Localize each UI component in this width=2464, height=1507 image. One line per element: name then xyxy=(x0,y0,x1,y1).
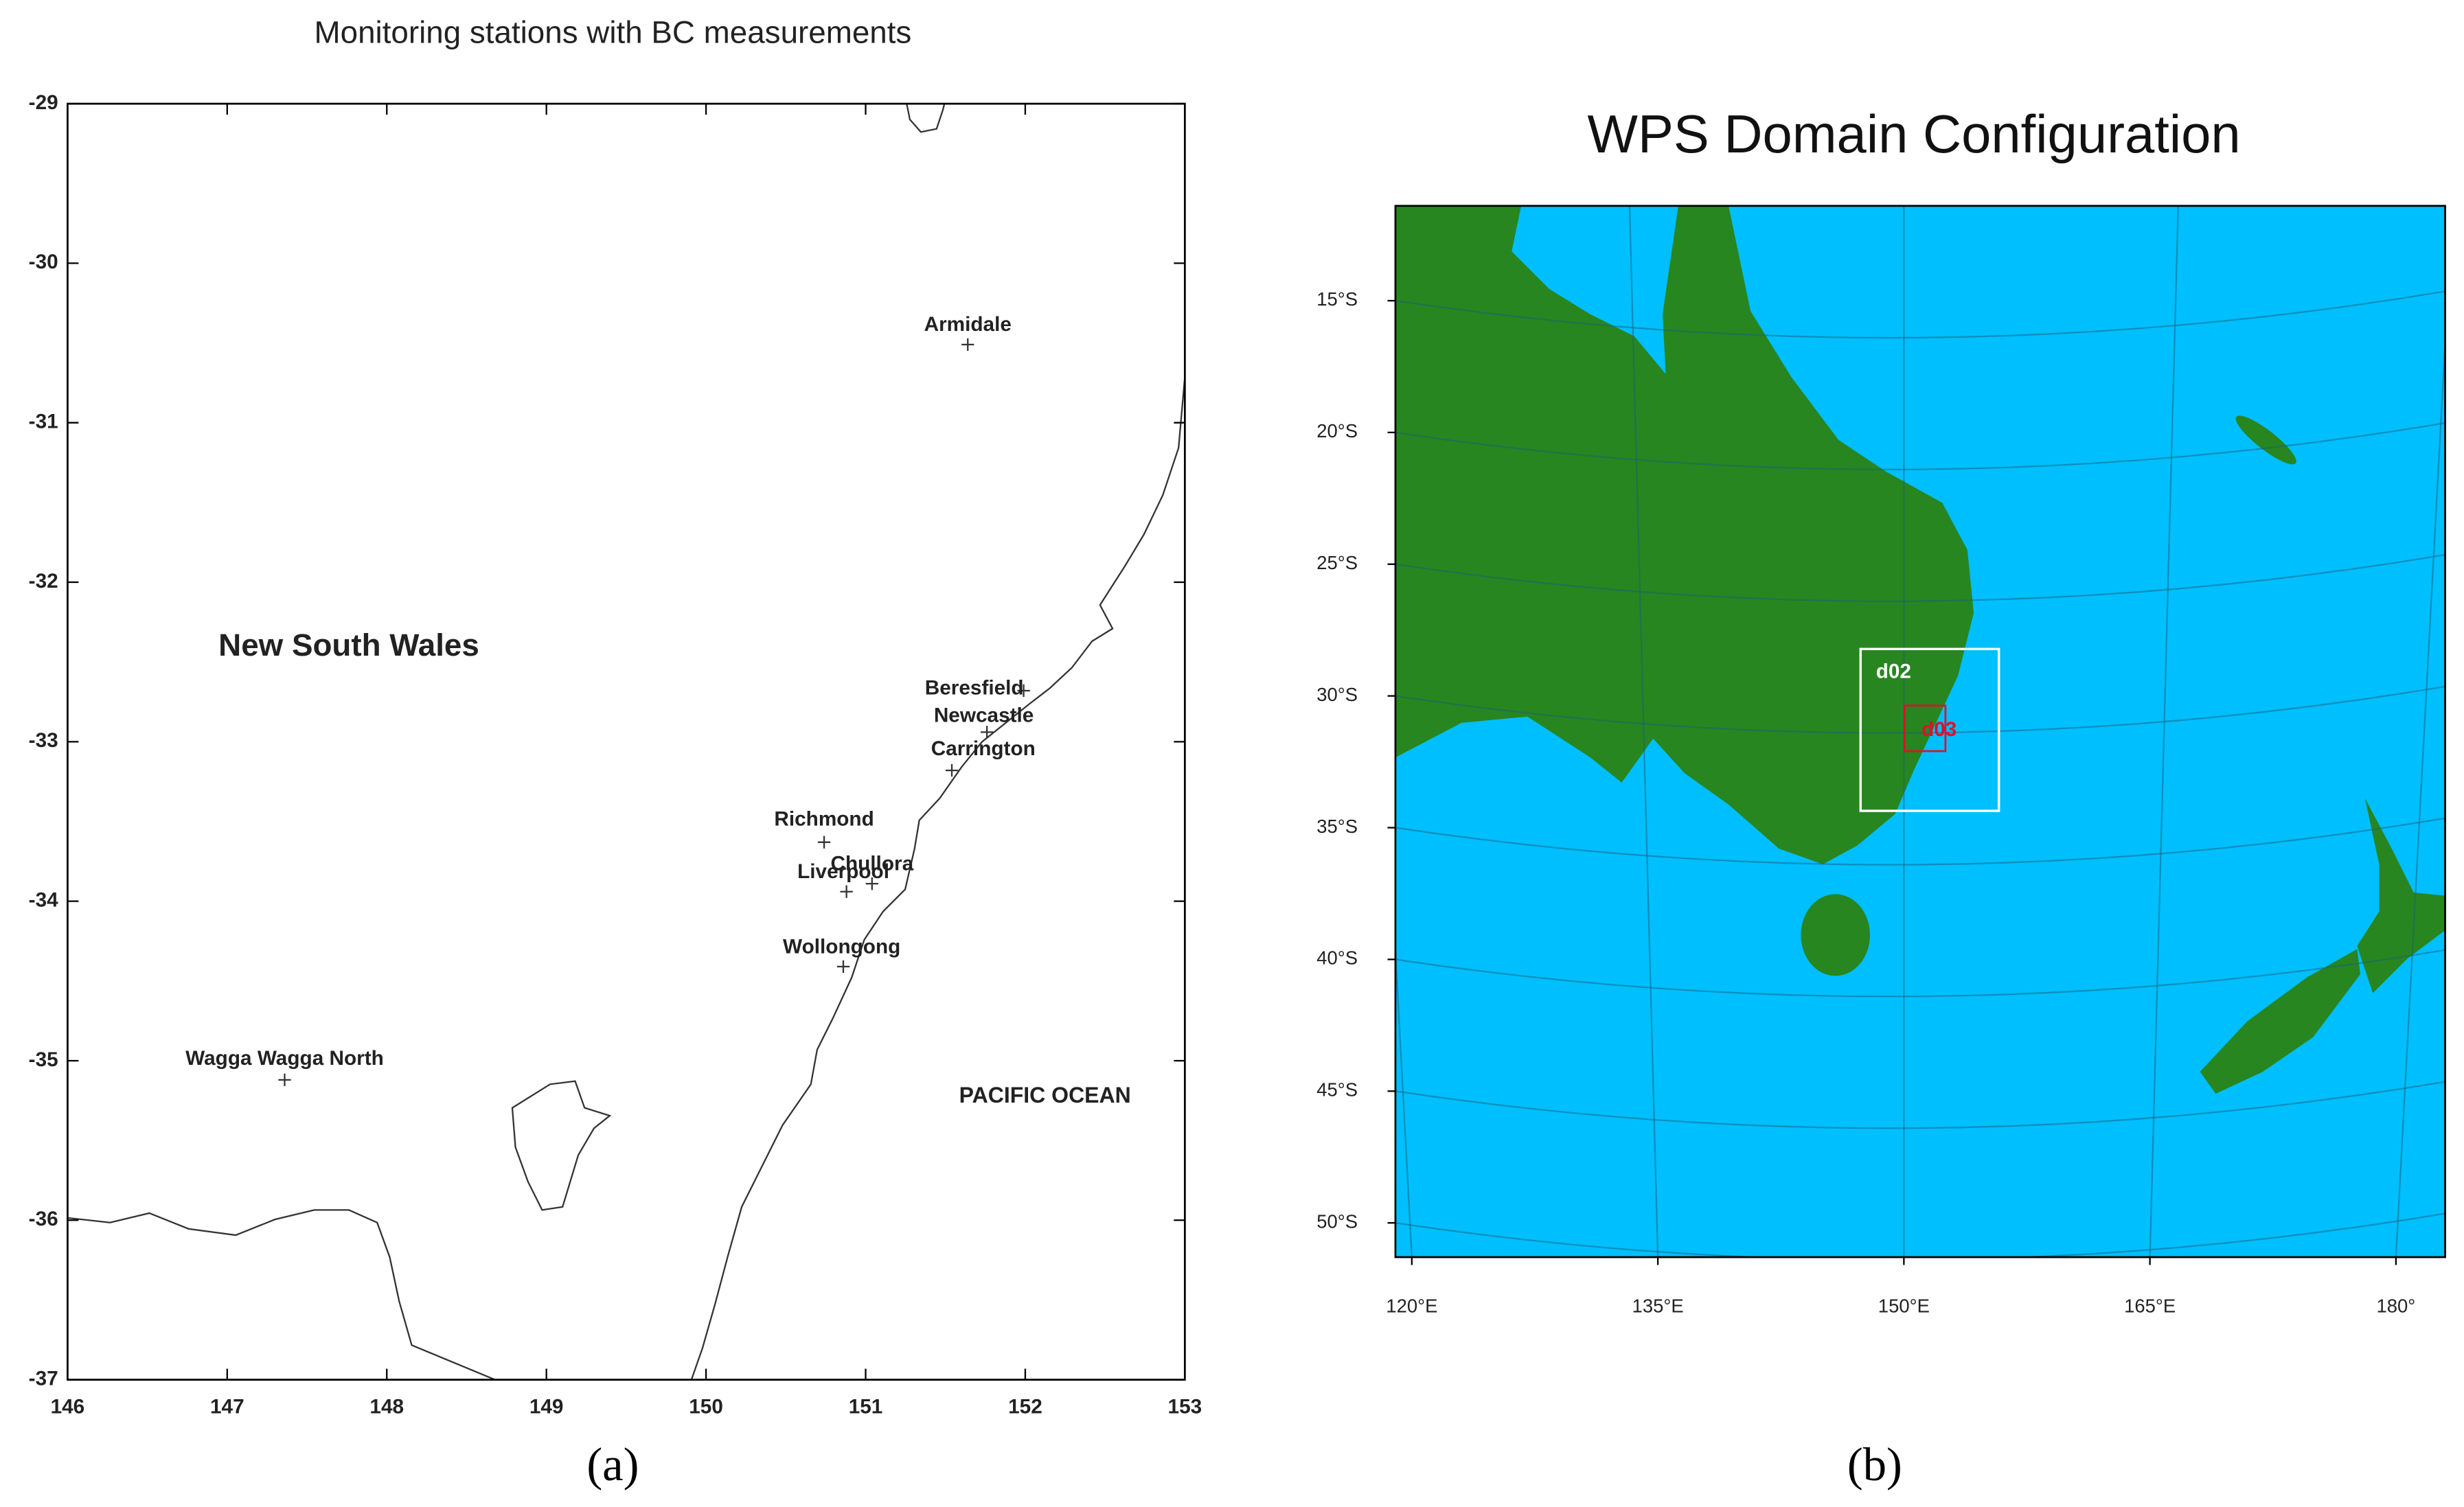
y-tick-label: -33 xyxy=(29,729,58,752)
y-tick-label: -31 xyxy=(29,411,58,433)
station-label: Chullora xyxy=(830,852,913,875)
domain-box xyxy=(1859,647,2000,812)
x-tick-label: 148 xyxy=(369,1396,404,1418)
x-tick-label: 165°E xyxy=(2124,1296,2176,1317)
station-marker xyxy=(836,960,850,974)
y-tick-label: -32 xyxy=(29,570,58,593)
x-tick-label: 150 xyxy=(689,1396,723,1418)
y-tick-label: -29 xyxy=(29,91,58,114)
y-tick-label: 50°S xyxy=(1316,1210,1358,1232)
y-tick-label: -37 xyxy=(29,1367,58,1390)
grid-line xyxy=(1395,949,2445,998)
domain-label: d03 xyxy=(1921,718,1957,741)
x-tick-label: 151 xyxy=(849,1396,883,1418)
station-marker xyxy=(980,726,994,739)
domain-box xyxy=(1904,704,1947,752)
station-label: Carrington xyxy=(931,737,1036,760)
x-tick-label: 153 xyxy=(1168,1396,1202,1418)
station-label: Wagga Wagga North xyxy=(185,1047,384,1070)
y-tick-label: -34 xyxy=(29,889,58,912)
coastline xyxy=(690,377,1186,1380)
grid-line xyxy=(1628,205,1659,1258)
domain-label: d02 xyxy=(1876,660,1911,682)
new-zealand xyxy=(2200,949,2360,1094)
station-marker xyxy=(865,877,878,890)
y-tick-label: 20°S xyxy=(1316,420,1358,441)
station-marker xyxy=(1017,684,1030,698)
y-tick-label: 45°S xyxy=(1316,1079,1358,1101)
grid-line xyxy=(1395,1212,2445,1258)
grid-line xyxy=(2149,205,2179,1258)
station-marker xyxy=(840,885,853,898)
x-tick-label: 180° xyxy=(2376,1296,2415,1317)
x-tick-label: 147 xyxy=(210,1396,244,1418)
new-caledonia xyxy=(2235,415,2296,465)
x-tick-label: 135°E xyxy=(1632,1296,1684,1317)
station-label: Beresfield xyxy=(925,677,1024,700)
station-marker xyxy=(817,836,831,849)
act-border xyxy=(511,1080,612,1211)
y-tick-label: 40°S xyxy=(1316,947,1358,969)
panel-caption: (a) xyxy=(586,1438,639,1491)
state-border xyxy=(67,1209,496,1381)
panel-b-map: d02 d03 xyxy=(1395,205,2445,1258)
panel-b-frame xyxy=(1394,205,2446,1258)
grid-line xyxy=(1395,553,2445,602)
grid-line xyxy=(1395,1081,2445,1129)
grid-line xyxy=(1395,685,2445,734)
region-label: PACIFIC OCEAN xyxy=(959,1083,1131,1107)
station-marker xyxy=(278,1073,291,1087)
y-tick-label: -35 xyxy=(29,1048,58,1071)
y-tick-label: 25°S xyxy=(1316,552,1358,573)
panel-a-title: Monitoring stations with BC measurements xyxy=(315,14,912,49)
coastline xyxy=(906,103,946,133)
x-tick-label: 150°E xyxy=(1878,1296,1930,1317)
tasmania xyxy=(1801,894,1871,976)
grid-line xyxy=(2395,327,2445,1258)
x-tick-label: 146 xyxy=(51,1396,85,1418)
station-label: Richmond xyxy=(774,808,874,831)
region-label: New South Wales xyxy=(218,628,479,663)
y-tick-label: 15°S xyxy=(1316,288,1358,310)
y-tick-label: 30°S xyxy=(1316,684,1358,705)
panel-caption: (b) xyxy=(1847,1438,1902,1491)
x-tick-label: 120°E xyxy=(1386,1296,1437,1317)
panel-b-title: WPS Domain Configuration xyxy=(1588,105,2241,164)
y-tick-label: -30 xyxy=(29,251,58,273)
land xyxy=(1395,205,2445,1094)
y-tick-label: 35°S xyxy=(1316,816,1358,837)
grid-line xyxy=(1395,422,2445,471)
grid-line xyxy=(1395,937,1413,1258)
y-tick-label: -36 xyxy=(29,1208,58,1230)
station-label: Armidale xyxy=(924,313,1012,336)
station-label: Wollongong xyxy=(783,935,900,958)
new-zealand xyxy=(2357,798,2445,993)
station-marker xyxy=(961,338,974,352)
grid-line xyxy=(1395,290,2445,339)
grid xyxy=(1395,205,2445,1258)
panel-a-coast xyxy=(67,103,1186,1381)
australia xyxy=(1395,205,1974,864)
x-tick-label: 152 xyxy=(1008,1396,1042,1418)
station-label: Newcastle xyxy=(934,704,1034,726)
station-marker xyxy=(945,763,959,777)
station-label: Liverpool xyxy=(797,860,889,883)
x-tick-label: 149 xyxy=(529,1396,564,1418)
grid-line xyxy=(1395,817,2445,866)
